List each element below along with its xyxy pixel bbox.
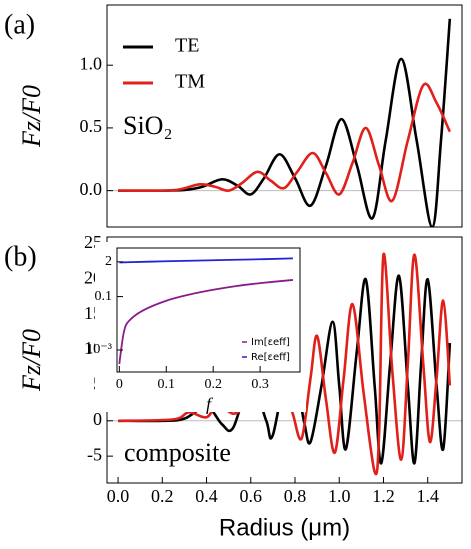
data-line [118,18,452,227]
y-axis-label: Fz/F0 [17,85,46,148]
x-tick-label: 0.0 [107,486,130,506]
legend-label: TM [175,71,205,93]
data-line [118,82,452,203]
annotation: composite [124,438,231,467]
x-tick-label: 1.0 [328,486,351,506]
x-tick-label: 1.2 [372,486,395,506]
x-tick-label: 1.4 [416,486,439,506]
x-tick-label: 0.2 [204,377,222,392]
x-tick-label: 0.2 [151,486,174,506]
x-tick-label: 0.8 [284,486,307,506]
legend-label: Re[εeff] [251,352,290,363]
y-tick-label: 0.0 [80,179,103,199]
x-tick-label: 0.1 [158,377,176,392]
inset-background [95,242,306,412]
plot-area [118,18,452,227]
legend-label: Im[εeff] [251,337,290,348]
y-tick-label: 10⁻³ [86,342,112,357]
x-axis-label: f [206,394,214,414]
axes-frame [106,4,463,228]
y-tick-label: 0.1 [95,289,113,304]
panel-label: (b) [4,241,37,272]
y-tick-label: 2 [105,254,112,269]
data-line [119,257,293,264]
panel-label: (a) [4,9,35,40]
data-line [118,279,294,365]
y-tick-label: -5 [87,444,102,464]
x-tick-label: 0.4 [195,486,218,506]
data-line [118,274,452,465]
plot-area [118,257,294,365]
x-axis-label: Radius (μm) [219,514,350,541]
y-tick-label: 0.5 [80,116,103,136]
y-tick-label: 1.0 [80,53,103,73]
x-tick-label: 0.3 [251,377,269,392]
axes-frame [116,247,301,373]
annotation: SiO₂ [123,111,173,140]
x-tick-label: 0.6 [240,486,263,506]
x-tick-label: 0 [116,377,123,392]
y-axis-label: Fz/F0 [17,329,46,392]
y-tick-label: 0 [93,409,102,429]
legend-label: TE [175,35,199,57]
